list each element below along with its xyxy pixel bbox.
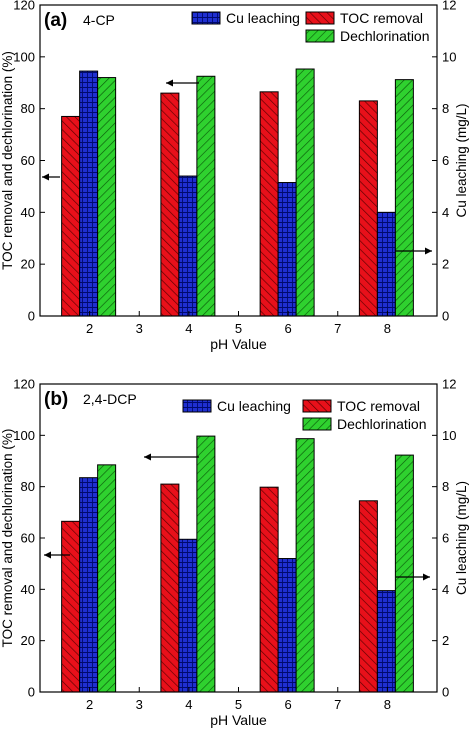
- dechl-bar: [394, 79, 414, 317]
- dechl-bar: [394, 454, 414, 693]
- y-tick-label: 0: [28, 309, 35, 324]
- y2-tick-label: 10: [442, 428, 456, 443]
- x-tick-label: 7: [334, 321, 341, 336]
- x-axis-title: pH Value: [210, 336, 267, 352]
- y-tick-label: 40: [21, 205, 35, 220]
- y2-tick-label: 0: [442, 309, 449, 324]
- x-tick-label: 7: [334, 697, 341, 712]
- y-tick-label: 100: [13, 49, 35, 64]
- y2-tick-label: 4: [442, 205, 449, 220]
- cu-bar: [178, 175, 198, 317]
- x-tick-label: 6: [285, 697, 292, 712]
- y-tick-label: 80: [21, 479, 35, 494]
- y2-tick-label: 12: [442, 377, 456, 392]
- cu-bar: [79, 70, 99, 317]
- legend-swatch-toc: [305, 11, 335, 25]
- y2-tick-label: 2: [442, 257, 449, 272]
- x-tick-label: 8: [384, 697, 391, 712]
- axis-indicator-arrowhead: [42, 173, 49, 181]
- toc-bar: [259, 91, 279, 317]
- cu-bar: [79, 477, 99, 693]
- axis-indicator-arrowhead: [425, 247, 432, 255]
- x-tick-label: 4: [185, 697, 192, 712]
- y-axis-title: TOC removal and dechlorination (%): [0, 51, 15, 270]
- legend-label-cu: Cu leaching: [226, 10, 300, 26]
- panel-label: (a): [44, 10, 67, 31]
- y2-tick-label: 8: [442, 479, 449, 494]
- x-axis-title: pH Value: [210, 712, 267, 728]
- legend-swatch-cu: [191, 11, 221, 25]
- x-tick-label: 5: [235, 697, 242, 712]
- y-tick-label: 120: [13, 0, 35, 13]
- dechl-bar: [97, 464, 117, 693]
- dechl-bar: [295, 68, 315, 317]
- x-tick-label: 3: [136, 697, 143, 712]
- y2-tick-label: 8: [442, 101, 449, 116]
- x-tick-label: 6: [285, 321, 292, 336]
- y-tick-label: 40: [21, 582, 35, 597]
- legend-label-dechl: Dechlorination: [340, 28, 430, 44]
- x-tick-label: 2: [86, 697, 93, 712]
- y-tick-label: 0: [28, 685, 35, 700]
- y-tick-label: 100: [13, 428, 35, 443]
- legend-label-toc: TOC removal: [340, 10, 423, 26]
- x-tick-label: 2: [86, 321, 93, 336]
- compound-label: 4-CP: [83, 12, 115, 28]
- x-tick-label: 3: [136, 321, 143, 336]
- y-tick-label: 20: [21, 633, 35, 648]
- axis-indicator-arrowhead: [423, 573, 430, 581]
- y2-tick-label: 4: [442, 582, 449, 597]
- legend-label-dechl: Dechlorination: [337, 416, 427, 432]
- cu-bar: [277, 182, 297, 317]
- y-tick-label: 20: [21, 257, 35, 272]
- toc-bar: [358, 500, 378, 693]
- toc-bar: [358, 100, 378, 317]
- cu-bar: [376, 211, 396, 317]
- y2-axis-title: Cu leaching (mg/L): [454, 481, 469, 595]
- x-tick-label: 5: [235, 321, 242, 336]
- cu-bar: [178, 538, 198, 693]
- y2-axis-title: Cu leaching (mg/L): [454, 103, 469, 217]
- legend-label-cu: Cu leaching: [217, 398, 291, 414]
- toc-bar: [259, 486, 279, 693]
- axis-indicator-arrowhead: [144, 453, 151, 461]
- y-tick-label: 120: [13, 377, 35, 392]
- axis-indicator-arrowhead: [44, 551, 51, 559]
- legend-swatch-dechl: [302, 417, 332, 431]
- y2-tick-label: 6: [442, 153, 449, 168]
- y2-tick-label: 6: [442, 531, 449, 546]
- dechl-bar: [295, 438, 315, 693]
- y2-tick-label: 2: [442, 633, 449, 648]
- cu-bar: [376, 590, 396, 693]
- x-tick-label: 4: [185, 321, 192, 336]
- panel-label: (b): [44, 389, 68, 410]
- legend-swatch-cu: [182, 399, 212, 413]
- cu-bar: [277, 558, 297, 693]
- dechl-bar: [196, 75, 216, 317]
- legend-swatch-toc: [302, 399, 332, 413]
- toc-bar: [61, 115, 81, 317]
- legend-swatch-dechl: [305, 29, 335, 43]
- y-axis-title: TOC removal and dechlorination (%): [0, 429, 15, 648]
- compound-label: 2,4-DCP: [83, 391, 137, 407]
- y2-tick-label: 0: [442, 685, 449, 700]
- legend-label-toc: TOC removal: [337, 398, 420, 414]
- y-tick-label: 60: [21, 153, 35, 168]
- y-tick-label: 60: [21, 531, 35, 546]
- toc-bar: [160, 92, 180, 317]
- toc-bar: [160, 483, 180, 693]
- axis-indicator-arrowhead: [166, 79, 173, 87]
- dechl-bar: [97, 77, 117, 317]
- dechl-bar: [196, 435, 216, 693]
- toc-bar: [61, 520, 81, 693]
- x-tick-label: 8: [384, 321, 391, 336]
- y2-tick-label: 10: [442, 49, 456, 64]
- y2-tick-label: 12: [442, 0, 456, 13]
- y-tick-label: 80: [21, 101, 35, 116]
